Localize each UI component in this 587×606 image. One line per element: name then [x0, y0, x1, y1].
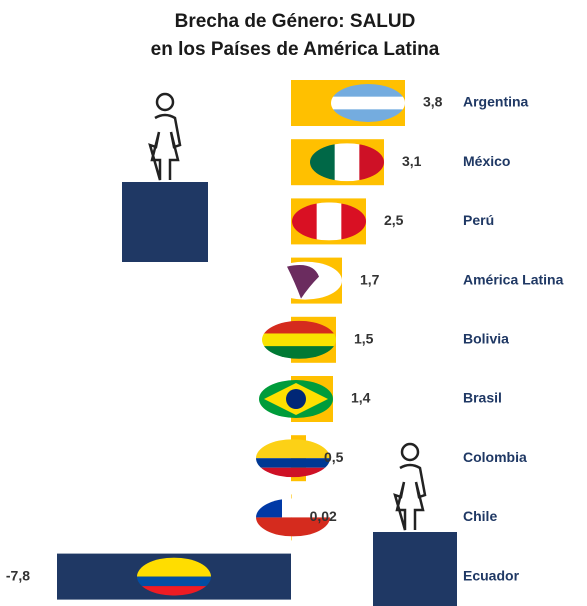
category-label: Colombia — [463, 449, 527, 465]
flag-stripe — [262, 320, 336, 334]
flag-emblem — [287, 264, 319, 299]
category-label: Chile — [463, 508, 497, 524]
flag-stripe — [256, 439, 330, 459]
flag-stripe — [256, 458, 330, 468]
value-label: 1,4 — [351, 390, 371, 406]
flag-stripe — [331, 109, 405, 122]
flag-stripe — [286, 389, 306, 409]
pedestal-right — [373, 532, 457, 606]
value-label: -7,8 — [6, 567, 30, 583]
flag — [310, 143, 384, 182]
flag — [262, 320, 336, 359]
value-label: 3,1 — [402, 153, 422, 169]
pedestal-left — [122, 182, 208, 262]
flag-stripe — [331, 84, 405, 98]
flag-stripe — [316, 202, 342, 241]
female-icon-right — [393, 442, 427, 531]
chart-subtitle: en los Países de América Latina — [151, 39, 440, 60]
value-label: 1,5 — [354, 331, 374, 347]
value-label: 0,5 — [324, 449, 344, 465]
category-label: México — [463, 153, 510, 169]
plot-area: 3,8 Argentina 3,1 México 2,5 Perú 1,7 América L… — [6, 80, 564, 600]
flag — [256, 439, 330, 478]
flag — [137, 557, 211, 596]
flag-stripe — [256, 517, 330, 537]
female-icon-left — [148, 92, 182, 181]
flag-stripe — [137, 586, 211, 596]
flag-stripe — [262, 333, 336, 347]
value-label: 0,02 — [310, 508, 337, 524]
flag — [292, 202, 366, 241]
flag-stripe — [268, 286, 342, 300]
value-label: 1,7 — [360, 271, 380, 287]
category-label: Bolivia — [463, 331, 509, 347]
category-label: América Latina — [463, 271, 564, 287]
category-label: Argentina — [463, 94, 529, 110]
value-label: 3,8 — [423, 94, 443, 110]
chart-title: Brecha de Género: SALUD — [175, 11, 416, 32]
category-label: Perú — [463, 212, 494, 228]
flag-stripe — [256, 467, 330, 478]
flag-stripe — [256, 498, 282, 518]
category-label: Brasil — [463, 390, 502, 406]
category-label: Ecuador — [463, 567, 520, 583]
flag-stripe — [334, 143, 360, 182]
flag — [268, 261, 342, 300]
flag-stripe — [137, 576, 211, 587]
value-label: 2,5 — [384, 212, 404, 228]
flag — [331, 84, 405, 122]
flag-stripe — [137, 557, 211, 577]
flag-stripe — [331, 96, 405, 110]
flag — [259, 380, 333, 418]
flag-stripe — [262, 346, 336, 359]
